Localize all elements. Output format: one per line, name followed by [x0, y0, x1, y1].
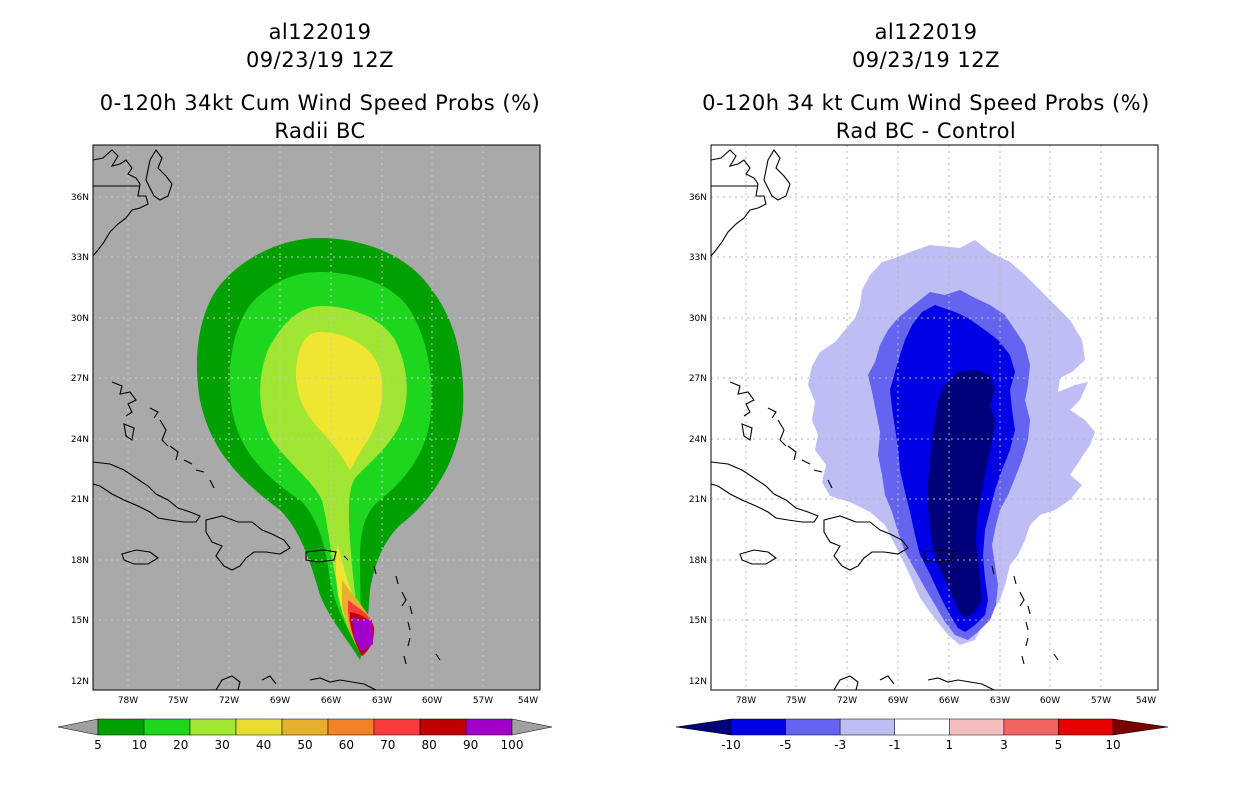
- right-map-frame: [710, 144, 1159, 691]
- right-colorbar-label: -10: [721, 738, 741, 752]
- left-lat-label: 36N: [71, 193, 89, 203]
- left-subtitle: Radii BC: [274, 119, 366, 143]
- left-colorbar-label: 20: [173, 738, 188, 752]
- right-lon-label: 78W: [736, 696, 756, 706]
- right-colorbar-underflow: [675, 718, 732, 736]
- left-lat-label: 21N: [71, 495, 89, 505]
- right-lon-label: 66W: [939, 696, 959, 706]
- left-colorbar-swatch: [373, 718, 421, 736]
- right-colorbar-label: -3: [834, 738, 846, 752]
- left-map: 36N 33N 30N 27N 24N 21N 18N 15N 12N 78W …: [71, 144, 541, 706]
- left-lon-axis: 78W 75W 72W 69W 66W 63W 60W 57W 54W: [118, 696, 538, 706]
- left-colorbar-swatch: [189, 718, 237, 736]
- right-lon-label: 75W: [786, 696, 806, 706]
- right-lat-label: 30N: [689, 314, 707, 324]
- left-colorbar-swatch: [97, 718, 145, 736]
- right-lat-axis: 36N 33N 30N 27N 24N 21N 18N 15N 12N: [689, 193, 707, 687]
- left-lon-label: 75W: [168, 696, 188, 706]
- right-colorbar-label: 3: [1000, 738, 1008, 752]
- left-lat-label: 30N: [71, 314, 89, 324]
- right-colorbar-swatch: [785, 718, 841, 736]
- left-lon-label: 54W: [518, 696, 538, 706]
- left-lat-label: 27N: [71, 374, 89, 384]
- left-colorbar: 5 10 20 30 40 50 60 70 80 90 100: [57, 718, 553, 752]
- right-lon-label: 54W: [1136, 696, 1156, 706]
- left-colorbar-swatch: [327, 718, 375, 736]
- right-colorbar-label: -1: [889, 738, 901, 752]
- left-contour-30: [295, 332, 383, 470]
- right-lon-label: 60W: [1040, 696, 1060, 706]
- left-lat-axis: 36N 33N 30N 27N 24N 21N 18N 15N 12N: [71, 193, 89, 687]
- left-colorbar-label: 100: [501, 738, 524, 752]
- right-lat-label: 15N: [689, 616, 707, 626]
- left-lon-label: 69W: [270, 696, 290, 706]
- left-colorbar-label: 90: [463, 738, 478, 752]
- right-subtitle: Rad BC - Control: [835, 119, 1017, 143]
- right-colorbar-label: 10: [1105, 738, 1120, 752]
- left-map-frame: [92, 144, 541, 691]
- left-colorbar-label: 30: [215, 738, 230, 752]
- left-lon-label: 57W: [473, 696, 493, 706]
- right-gridlines: [711, 145, 1158, 690]
- right-lat-label: 24N: [689, 435, 707, 445]
- left-lat-label: 12N: [71, 677, 89, 687]
- right-lon-label: 63W: [990, 696, 1010, 706]
- left-colorbar-underflow: [57, 718, 99, 736]
- left-contour-100: [352, 618, 373, 652]
- left-colorbar-label: 60: [339, 738, 354, 752]
- right-lat-label: 27N: [689, 374, 707, 384]
- right-storm-id: al122019: [874, 20, 978, 44]
- left-colorbar-swatch: [281, 718, 329, 736]
- left-lat-label: 33N: [71, 253, 89, 263]
- left-colorbar-swatch: [419, 718, 467, 736]
- left-colorbar-swatch: [143, 718, 191, 736]
- right-colorbar-overflow: [1112, 718, 1169, 736]
- right-lat-label: 12N: [689, 677, 707, 687]
- left-colorbar-swatch: [465, 718, 513, 736]
- left-lon-label: 66W: [321, 696, 341, 706]
- left-storm-id: al122019: [268, 20, 372, 44]
- right-lat-label: 18N: [689, 556, 707, 566]
- right-colorbar-swatch: [1058, 718, 1114, 736]
- right-colorbar-swatch: [839, 718, 895, 736]
- right-colorbar-label: 5: [1055, 738, 1063, 752]
- left-lat-label: 18N: [71, 556, 89, 566]
- left-gridlines: [93, 145, 540, 690]
- left-datetime: 09/23/19 12Z: [245, 48, 395, 72]
- left-colorbar-label: 80: [422, 738, 437, 752]
- left-colorbar-overflow: [511, 718, 553, 736]
- left-lon-label: 60W: [422, 696, 442, 706]
- right-contour-minus10: [928, 370, 995, 618]
- right-lon-label: 69W: [888, 696, 908, 706]
- right-colorbar-swatch: [949, 718, 1005, 736]
- right-lat-label: 21N: [689, 495, 707, 505]
- right-datetime: 09/23/19 12Z: [851, 48, 1001, 72]
- right-lon-label: 57W: [1091, 696, 1111, 706]
- left-lon-label: 78W: [118, 696, 138, 706]
- right-colorbar-label: 1: [945, 738, 953, 752]
- right-title: 0-120h 34 kt Cum Wind Speed Probs (%): [702, 91, 1150, 115]
- right-lat-label: 33N: [689, 253, 707, 263]
- right-colorbar-swatch: [730, 718, 786, 736]
- right-lat-label: 36N: [689, 193, 707, 203]
- left-colorbar-label: 40: [256, 738, 271, 752]
- left-colorbar-label: 5: [94, 738, 102, 752]
- right-colorbar-label: -5: [780, 738, 792, 752]
- left-lon-label: 72W: [219, 696, 239, 706]
- left-lat-label: 15N: [71, 616, 89, 626]
- left-colorbar-swatch: [235, 718, 283, 736]
- left-colorbar-label: 10: [132, 738, 147, 752]
- right-colorbar: -10 -5 -3 -1 1 3 5 10: [675, 718, 1169, 752]
- right-lon-label: 72W: [837, 696, 857, 706]
- left-colorbar-label: 50: [297, 738, 312, 752]
- right-map: 36N 33N 30N 27N 24N 21N 18N 15N 12N 78W …: [689, 144, 1159, 706]
- left-title: 0-120h 34kt Cum Wind Speed Probs (%): [99, 91, 541, 115]
- left-lon-label: 63W: [372, 696, 392, 706]
- right-colorbar-swatch: [1003, 718, 1059, 736]
- right-lon-axis: 78W 75W 72W 69W 66W 63W 60W 57W 54W: [736, 696, 1156, 706]
- right-colorbar-swatch: [894, 718, 950, 736]
- left-lat-label: 24N: [71, 435, 89, 445]
- left-colorbar-label: 70: [380, 738, 395, 752]
